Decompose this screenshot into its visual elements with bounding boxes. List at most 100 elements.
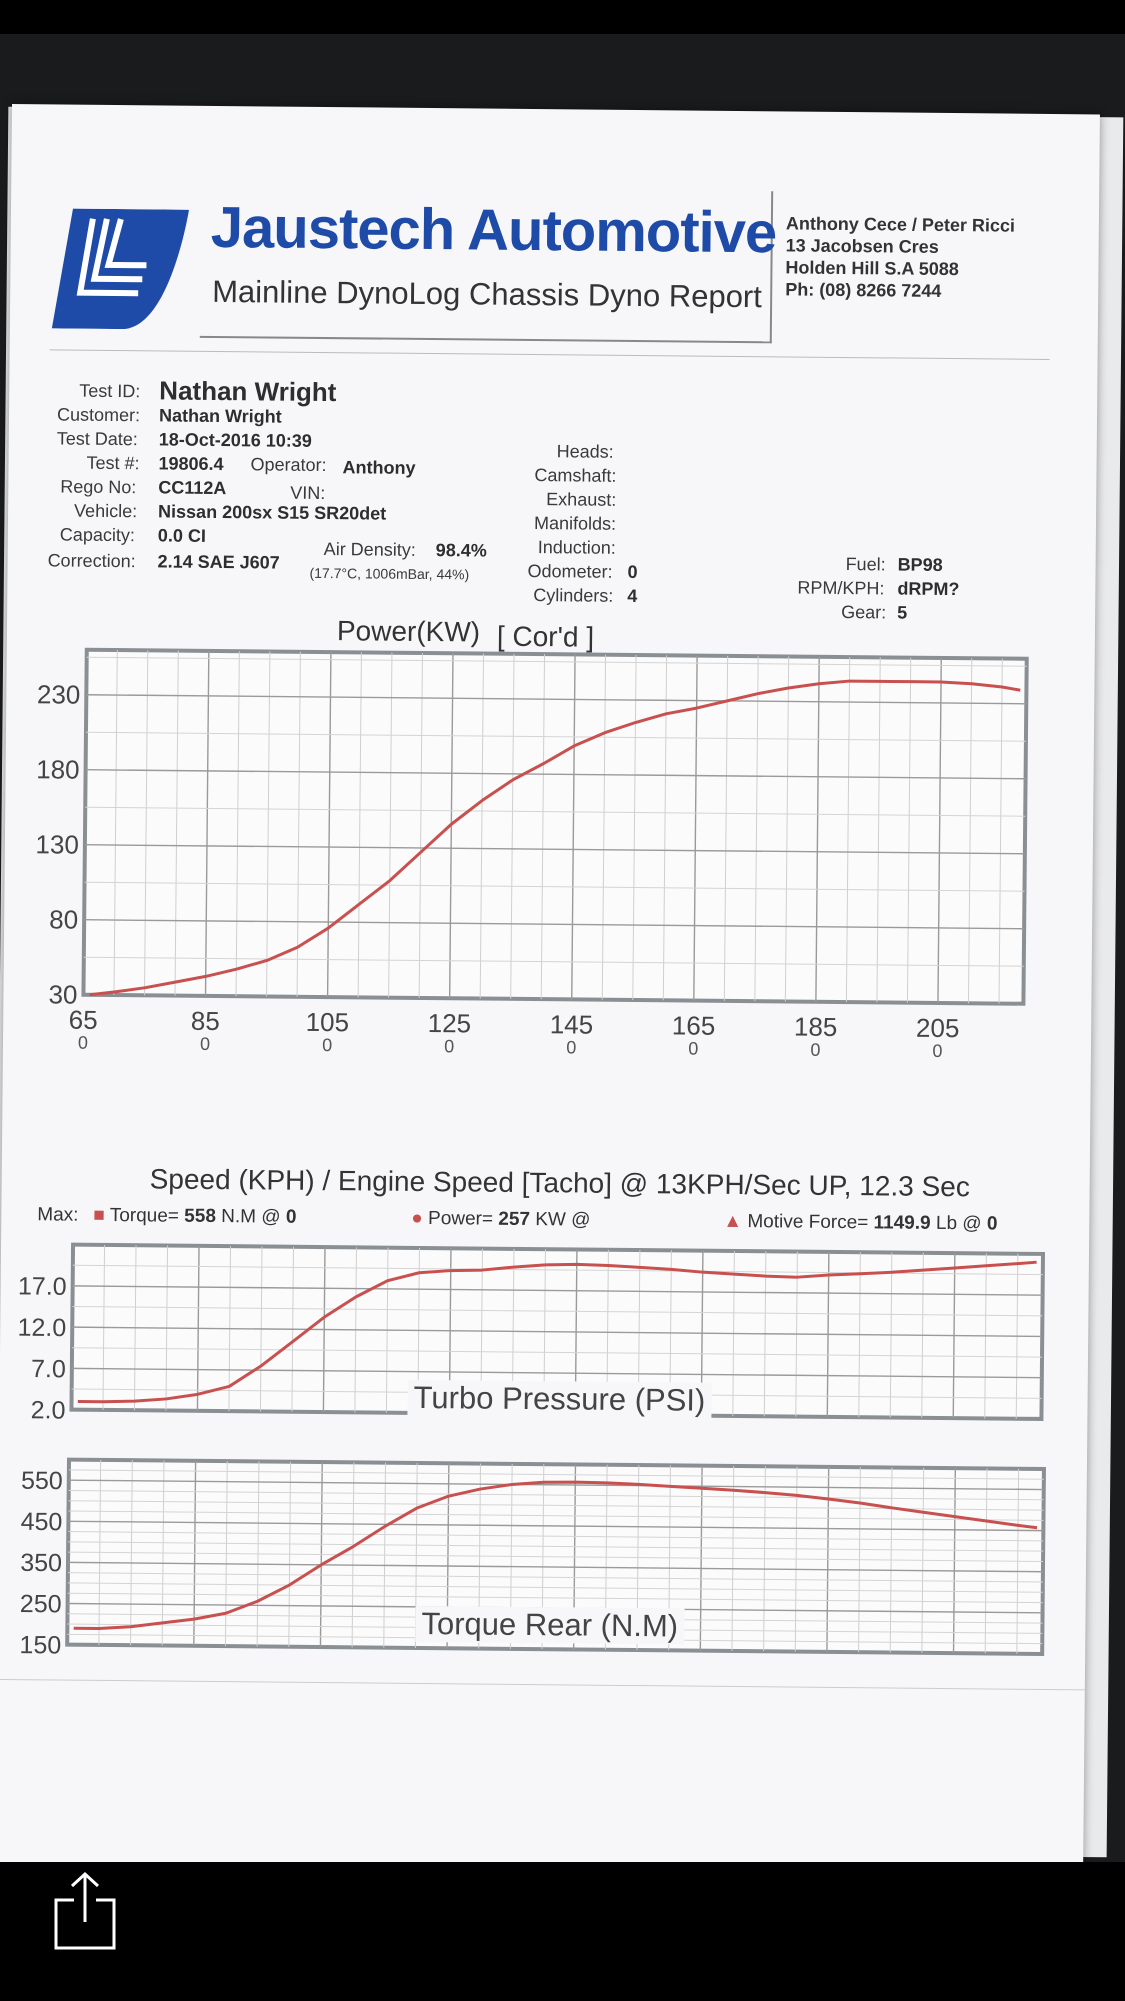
share-icon[interactable] [52,1870,118,1952]
vin-label: VIN: [290,482,326,504]
y-tick-label: 550 [21,1467,63,1495]
y-tick-label: 450 [21,1508,63,1536]
grid-line [235,651,240,997]
torque-value: 558 [184,1205,217,1228]
bottom-toolbar [0,1862,1125,2001]
max-torque: ■ Torque= 558 N.M @ 0 [93,1204,297,1228]
torque-chart: 550 450 350 250 150 [19,1457,1046,1660]
odometer-label: Odometer: [527,560,613,582]
grid-line [83,956,1024,967]
grid-line [388,652,393,998]
grid-line [72,1326,1043,1338]
induction-label: Induction: [537,537,616,558]
conditions-text: (17.7°C, 1006mBar, 44%) [309,564,470,583]
max-label: Max: [37,1204,79,1226]
x-tick-secondary-label: 0 [566,1037,576,1057]
report-subtitle: Mainline DynoLog Chassis Dyno Report [212,273,763,315]
grid-line [693,655,698,1001]
grid-line [326,652,332,998]
grid-line [143,650,149,996]
y-tick-label: 2.0 [31,1396,66,1424]
rpm-kph-label: RPM/KPH: [797,577,885,599]
x-tick-label: 185 [794,1012,838,1042]
x-tick-label: 205 [916,1013,960,1043]
grid-line [72,1285,1043,1296]
power-value: 257 [498,1208,531,1231]
test-num-value: 19806.4 [158,453,224,475]
correction-value: 2.14 SAE J607 [157,551,280,573]
grid-line [876,657,881,1003]
grid-line [86,694,1027,705]
rego-value: CC112A [158,477,227,499]
air-density-value: 98.4% [435,540,487,561]
grid-line [357,652,362,998]
correction-label: Correction: [47,550,136,572]
motive-value: 1149.9 [873,1212,931,1234]
grid-line [937,657,942,1003]
grid-line [84,844,1025,855]
y-tick-label: 7.0 [31,1355,66,1383]
grid-line [84,919,1025,930]
motive-at: 0 [986,1213,998,1235]
grid-line [68,1531,1044,1542]
y-tick-label: 150 [19,1631,61,1659]
x-tick-label: 105 [306,1007,350,1037]
address-line-2: Holden Hill S.A 5088 [785,257,959,280]
grid-line [723,655,729,1001]
grid-line [68,1469,1044,1480]
camshaft-label: Camshaft: [534,465,617,486]
y-tick-label: 30 [48,979,77,1009]
grid-line [67,1582,1043,1593]
dyno-report-sheet: Jaustech Automotive Mainline DynoLog Cha… [0,104,1100,1875]
capacity-label: Capacity: [59,524,136,546]
plot-frame [81,647,1029,1006]
test-date-label: Test Date: [56,428,138,450]
x-tick-secondary-label: 0 [444,1036,454,1056]
grid-line [479,653,484,999]
manifolds-label: Manifolds: [533,513,617,534]
x-tick-secondary-label: 0 [932,1041,942,1061]
power-chart: 2301801308030650850105012501450165018502… [35,647,1029,1061]
grid-line [68,1510,1044,1521]
rpm-kph-value: dRPM? [897,578,960,600]
grid-line [67,1572,1043,1583]
grid-line [68,1489,1044,1501]
grid-line [68,1500,1044,1511]
customer-value: Nathan Wright [158,405,282,427]
operator-label: Operator: [250,454,327,476]
grid-line [72,1306,1043,1317]
grid-line [86,656,1027,667]
grid-line [906,657,912,1003]
x-tick-label: 85 [191,1006,220,1036]
motive-suffix: Lb @ [935,1212,982,1235]
grid-line [601,654,607,1000]
cylinders-value: 4 [627,585,638,607]
x-tick-secondary-label: 0 [810,1040,820,1060]
grid-line [85,806,1026,817]
gear-label: Gear: [841,601,887,623]
top-status-bar [0,0,1125,34]
grid-line [72,1347,1043,1358]
grid-line [510,653,515,999]
grid-line [71,1367,1042,1379]
x-tick-label: 65 [69,1005,98,1035]
divider [49,349,1050,360]
grid-line [998,658,1003,1004]
test-num-label: Test #: [86,452,140,474]
max-motive-force: ▲ Motive Force= 1149.9 Lb @ 0 [723,1210,998,1235]
max-power: ● Power= 257 KW @ [411,1207,591,1231]
turbo-pressure-title: Turbo Pressure (PSI) [407,1379,712,1419]
series-line [89,679,1021,997]
grid-line [85,769,1026,780]
contact-names: Anthony Cece / Peter Ricci [785,213,1016,236]
torque-at: 0 [285,1206,297,1228]
vehicle-label: Vehicle: [74,500,138,522]
fuel-label: Fuel: [845,554,886,575]
heads-label: Heads: [556,441,614,462]
grid-line [815,656,820,1002]
grid-line [85,731,1026,742]
grid-line [296,651,301,997]
torque-label: Torque= [109,1204,180,1227]
x-tick-secondary-label: 0 [78,1033,88,1053]
motive-label: Motive Force= [747,1211,869,1234]
